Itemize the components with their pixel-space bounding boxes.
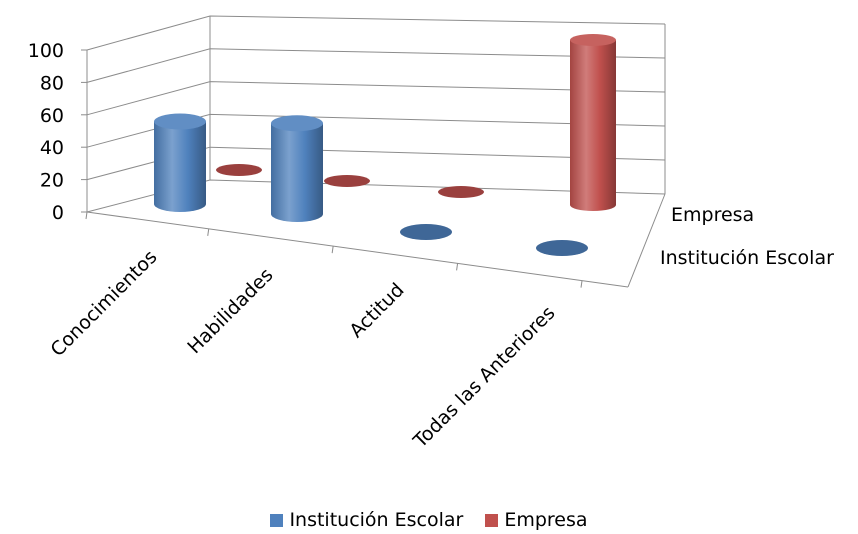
bar-institucion-4	[536, 240, 588, 256]
legend-item: Empresa	[485, 509, 588, 531]
y-tick-label: 40	[40, 137, 64, 159]
chart-walls	[86, 15, 666, 288]
bar-top	[400, 224, 452, 240]
y-tick-label: 0	[52, 202, 64, 224]
bar-empresa-3	[438, 186, 484, 198]
category-axis-line	[86, 211, 629, 288]
chart-bars	[154, 34, 616, 256]
bar-top	[324, 175, 370, 187]
bar-top	[271, 115, 323, 132]
bar-institucion-1	[154, 113, 206, 212]
category-label: Actitud	[345, 279, 408, 342]
y-tick-label: 80	[40, 72, 64, 94]
bar-empresa-4	[570, 34, 616, 211]
series-axis-label: Institución Escolar	[660, 247, 834, 269]
bar-body	[570, 40, 616, 211]
series-axis-line	[627, 193, 666, 288]
bar-top	[438, 186, 484, 198]
bar-institucion-2	[271, 115, 323, 222]
y-tick-label: 20	[40, 170, 64, 192]
bar-top	[216, 164, 262, 176]
category-tick-mark	[85, 211, 88, 220]
bar-body	[154, 121, 206, 212]
bar-empresa-1	[216, 164, 262, 176]
series-axis-label: Empresa	[671, 204, 754, 226]
category-tick-mark	[580, 280, 583, 288]
bar-top	[570, 34, 616, 46]
series-axis-labels: Empresa Institución Escolar	[660, 204, 834, 269]
legend-label: Institución Escolar	[289, 509, 464, 531]
bar-top	[536, 240, 588, 256]
category-tick-mark	[331, 246, 334, 254]
legend: Institución Escolar Empresa	[0, 509, 858, 531]
bar-top	[154, 113, 206, 130]
bar-institucion-3	[400, 224, 452, 240]
category-label: Todas las Anteriores	[409, 302, 560, 453]
y-axis-ticks: 0 20 40 60 80 100	[28, 40, 583, 288]
category-label: Habilidades	[183, 264, 277, 358]
legend-swatch	[485, 513, 499, 527]
category-label: Conocimientos	[46, 246, 161, 361]
bar-body	[271, 123, 323, 222]
category-axis-labels: Conocimientos Habilidades Actitud Todas las…	[46, 246, 559, 453]
legend-label: Empresa	[504, 509, 588, 531]
category-tick-mark	[207, 228, 210, 236]
y-tick-label: 100	[28, 40, 64, 62]
chart-plot-area: 0 20 40 60 80 100 Conocimientos Habilidades Act…	[28, 15, 834, 453]
bar-empresa-2	[324, 175, 370, 187]
category-tick-mark	[456, 263, 459, 271]
y-tick-label: 60	[40, 105, 64, 127]
legend-item: Institución Escolar	[270, 509, 463, 531]
legend-swatch	[270, 513, 284, 527]
